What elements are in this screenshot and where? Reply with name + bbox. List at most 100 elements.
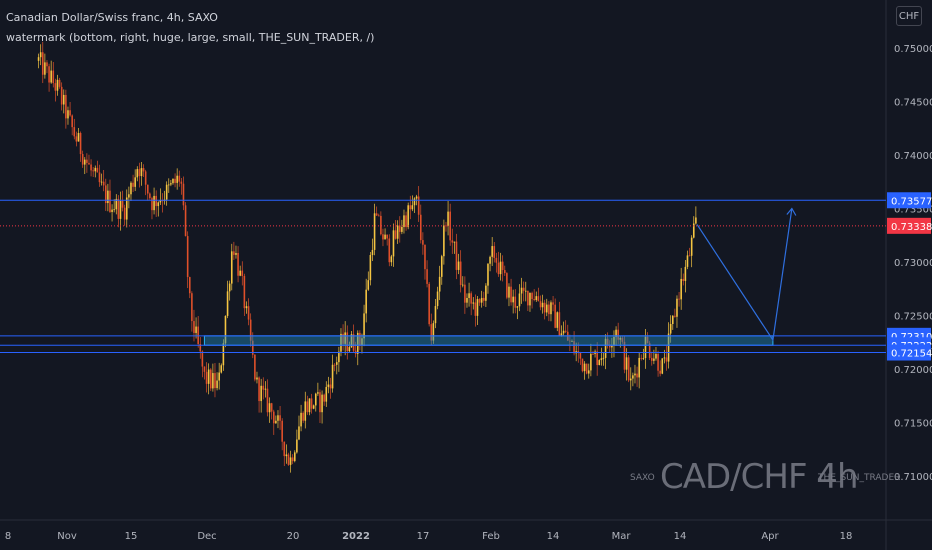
candle-body: [291, 457, 294, 462]
candle-body: [577, 351, 580, 353]
candle-body: [611, 345, 613, 348]
candle-body: [369, 255, 372, 281]
symbol-title: Canadian Dollar/Swiss franc, 4h, SAXO: [6, 11, 218, 24]
candle-body: [646, 336, 649, 344]
candle-body: [142, 168, 145, 172]
candle-body: [109, 190, 111, 213]
candle-body: [312, 405, 315, 409]
candle-body: [283, 441, 286, 457]
candle-body: [564, 330, 567, 332]
candle-body: [533, 299, 535, 301]
candle-body: [445, 225, 447, 227]
candle-body: [214, 373, 216, 389]
candle-body: [121, 200, 124, 208]
candle-body: [151, 198, 153, 211]
candle-body: [501, 261, 504, 271]
candle-body: [415, 196, 418, 199]
candle-body: [474, 302, 477, 316]
candle-body: [667, 333, 670, 362]
candle-body: [247, 306, 250, 320]
candle-body: [451, 240, 454, 243]
candle-body: [386, 234, 388, 239]
candle-body: [338, 351, 340, 363]
candle-body: [615, 329, 617, 337]
candle-body: [503, 270, 506, 274]
candle-body: [573, 341, 575, 354]
candle-body: [201, 351, 204, 367]
candle-body: [228, 283, 231, 292]
x-tick-label: 15: [125, 531, 138, 542]
candle-body: [310, 398, 313, 409]
candle-body: [596, 351, 598, 366]
candle-body: [653, 358, 655, 361]
candle-body: [419, 214, 422, 241]
candle-body: [629, 378, 632, 381]
candle-body: [606, 338, 609, 346]
candle-body: [335, 362, 338, 365]
candle-body: [144, 171, 147, 185]
watermark-exchange: SAXO: [630, 473, 655, 483]
level-badge-0-bg: [887, 192, 931, 209]
candle-body: [623, 341, 626, 370]
candle-body: [398, 225, 401, 232]
candle-body: [157, 202, 160, 207]
candle-body: [367, 280, 370, 290]
candle-body: [94, 167, 97, 172]
candle-body: [209, 369, 212, 389]
candle-body: [264, 388, 267, 390]
y-tick-label: 0.71500: [894, 419, 932, 430]
candle-body: [319, 392, 321, 413]
candle-body: [690, 237, 693, 256]
candle-body: [560, 333, 563, 337]
candle-body: [298, 426, 300, 440]
candle-body: [493, 246, 496, 258]
candle-body: [178, 175, 181, 182]
current-price-badge-bg: [887, 217, 931, 234]
candle-body: [428, 283, 430, 325]
currency-button[interactable]: CHF: [896, 6, 922, 26]
candle-body: [579, 352, 582, 359]
candle-body: [98, 172, 101, 183]
candle-body: [674, 315, 676, 317]
candle-body: [497, 262, 500, 275]
candle-body: [548, 304, 550, 315]
candle-body: [506, 273, 508, 298]
candle-body: [207, 369, 210, 384]
x-tick-label: 8: [5, 531, 11, 542]
candle-body: [543, 302, 546, 313]
x-tick-label: Mar: [612, 531, 632, 542]
candle-body: [44, 62, 46, 75]
candle-body: [308, 398, 311, 413]
candle-body: [199, 344, 202, 352]
candle-body: [382, 234, 384, 240]
candle-body: [50, 70, 52, 83]
candle-body: [86, 159, 88, 163]
candle-body: [111, 209, 113, 213]
candle-body: [37, 57, 40, 61]
x-tick-label: 17: [417, 531, 430, 542]
candle-body: [562, 330, 565, 334]
candle-body: [455, 241, 458, 270]
candle-body: [520, 287, 523, 294]
candle-body: [325, 386, 328, 402]
candle-body: [56, 79, 59, 91]
candle-body: [285, 454, 288, 457]
candle-body: [499, 261, 502, 275]
candle-body: [69, 110, 71, 116]
candle-body: [136, 169, 139, 178]
x-tick-label: 2022: [342, 531, 370, 542]
candle-body: [443, 225, 445, 257]
candle-body: [541, 302, 544, 308]
candle-body: [77, 133, 80, 142]
candle-body: [233, 251, 235, 255]
x-tick-label: Dec: [197, 531, 216, 542]
candle-body: [359, 332, 361, 346]
candle-body: [489, 256, 491, 264]
candle-body: [75, 136, 78, 142]
candle-body: [60, 86, 63, 105]
candle-body: [535, 296, 538, 301]
x-tick-label: 14: [674, 531, 687, 542]
candle-body: [587, 370, 590, 374]
candle-body: [617, 329, 619, 340]
